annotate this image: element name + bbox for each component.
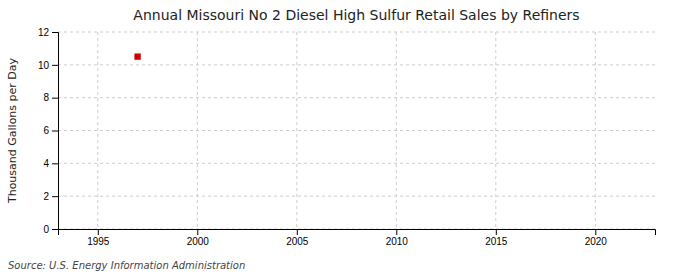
tick-mark: [52, 98, 58, 99]
tick-label: 2020: [585, 236, 608, 247]
tick-label: 2015: [485, 236, 508, 247]
grid-line: [58, 163, 655, 164]
tick-mark: [52, 163, 58, 164]
title: Annual Missouri No 2 Diesel High Sulfur …: [133, 7, 579, 23]
tick-label: 2005: [286, 236, 309, 247]
tick: 2015: [485, 229, 508, 247]
tick-label: 2000: [187, 236, 210, 247]
tick-mark: [496, 229, 497, 235]
tick-label: 1995: [87, 236, 110, 247]
x-axis: 1995 2000 2005 2010 2015 2020: [59, 229, 656, 247]
tick-label: 10: [38, 60, 50, 71]
tick-label: 2: [43, 191, 49, 202]
tick: 8: [43, 92, 58, 103]
tick: 2010: [386, 229, 409, 247]
y-axis: 0 2 4 6 8 10 12: [38, 27, 59, 235]
tick-label: 4: [43, 158, 49, 169]
tick: 12: [38, 27, 58, 38]
tick-mark: [52, 131, 58, 132]
axis-title: Thousand Gallons per Day: [6, 57, 19, 204]
tick: 4: [43, 158, 58, 169]
tick: 2000: [187, 229, 210, 247]
tick-mark: [98, 229, 99, 235]
tick-label: 2010: [386, 236, 409, 247]
annotation: Source: U.S. Energy Information Administ…: [8, 260, 245, 271]
tick-label: 6: [43, 125, 49, 136]
tick: 2005: [286, 229, 309, 247]
tick: 10: [38, 60, 58, 71]
tick: 0: [43, 224, 58, 235]
grid-line: [58, 130, 655, 131]
point: [134, 53, 140, 59]
tick: 1995: [87, 229, 110, 247]
plot-area: 1995 2000 2005 2010 2015 2020 0 2 4 6 8 10 12: [38, 27, 656, 247]
tick: 2: [43, 191, 58, 202]
tick: 6: [43, 125, 58, 136]
tick-mark: [52, 229, 58, 230]
grid-line: [97, 32, 98, 229]
tick-mark: [396, 229, 397, 235]
tick-label: 12: [38, 27, 50, 38]
grid-line: [58, 32, 655, 33]
grid-line: [296, 32, 297, 229]
tick-mark: [595, 229, 596, 235]
tick-mark: [297, 229, 298, 235]
axis-line: [59, 230, 656, 236]
grid-line: [58, 97, 655, 98]
grid-line: [58, 64, 655, 65]
grid: [58, 32, 655, 229]
tick-label: 8: [43, 92, 49, 103]
axis-line: [52, 33, 59, 230]
chart: 1995 2000 2005 2010 2015 2020 0 2 4 6 8 10 12 Annual …: [0, 0, 675, 275]
tick-mark: [52, 196, 58, 197]
tick-mark: [197, 229, 198, 235]
points: [134, 53, 140, 59]
tick: 2020: [585, 229, 608, 247]
tick-mark: [52, 65, 58, 66]
tick-mark: [52, 32, 58, 33]
tick-label: 0: [43, 224, 49, 235]
grid-line: [58, 196, 655, 197]
